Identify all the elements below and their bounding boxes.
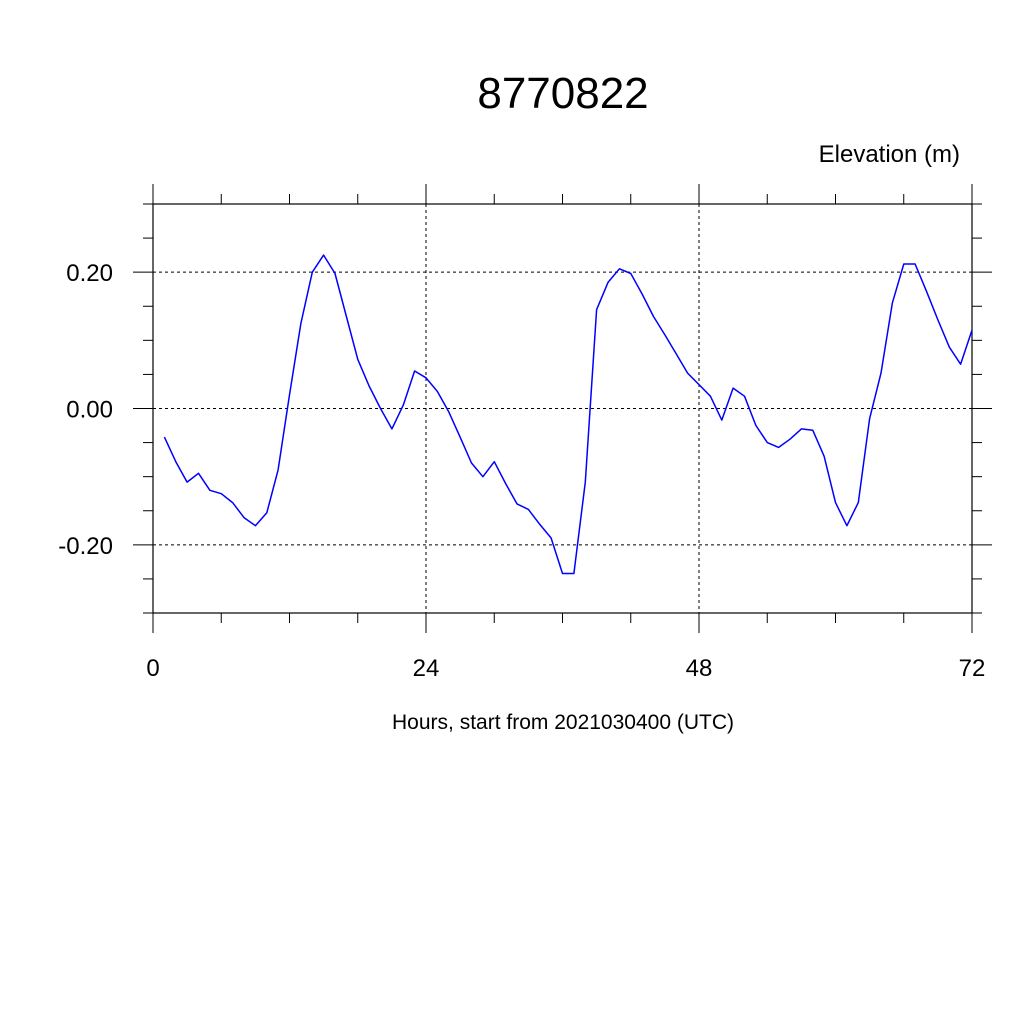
chart-title: 8770822 xyxy=(477,69,648,118)
x-tick-label: 24 xyxy=(413,655,440,682)
y-tick-label: 0.20 xyxy=(66,260,113,287)
x-axis-label: Hours, start from 2021030400 (UTC) xyxy=(392,711,734,734)
x-tick-label: 0 xyxy=(146,655,159,682)
y-tick-label: 0.00 xyxy=(66,397,113,424)
x-tick-label: 48 xyxy=(686,655,713,682)
axis-ticks xyxy=(133,184,992,633)
grid-lines xyxy=(153,204,972,613)
x-tick-labels: 0 24 48 72 xyxy=(146,655,985,682)
y-axis-label: Elevation (m) xyxy=(819,141,960,168)
y-tick-labels: -0.20 0.00 0.20 xyxy=(58,260,113,560)
series-group xyxy=(163,254,973,575)
plot-frame xyxy=(152,203,973,614)
x-tick-label: 72 xyxy=(959,655,986,682)
series-line xyxy=(163,254,973,575)
y-tick-label: -0.20 xyxy=(58,533,113,560)
